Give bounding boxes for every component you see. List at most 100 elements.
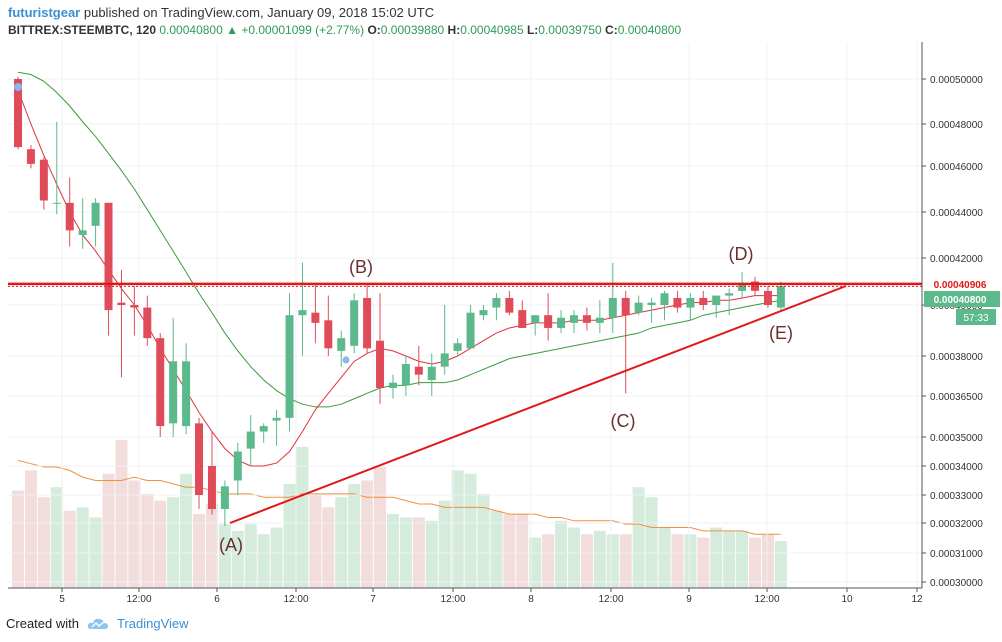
volume-bar	[12, 490, 24, 588]
volume-bar	[128, 480, 141, 588]
candle-body	[712, 295, 721, 305]
volume-ma-line	[17, 459, 781, 535]
volume-bar	[438, 500, 451, 588]
volume-bar	[361, 480, 374, 588]
open-label: O:	[367, 23, 381, 37]
candle-body	[65, 202, 74, 231]
candle-body	[259, 426, 268, 432]
price-tick-label: 0.00044000	[930, 208, 983, 219]
candle-body	[182, 361, 191, 427]
time-tick-label: 12:00	[754, 594, 779, 605]
price-tick-label: 0.00030000	[930, 578, 983, 589]
volume-bar	[645, 497, 658, 588]
candle-body	[324, 320, 333, 349]
volume-bar	[567, 527, 580, 588]
support-trendline	[229, 285, 847, 524]
volume-bar	[348, 483, 361, 588]
resistance-price-badge-bg	[924, 276, 1000, 292]
candle-body	[738, 283, 747, 291]
volume-bar	[593, 530, 606, 588]
volume-bar	[516, 514, 529, 588]
time-tick-label: 12:00	[598, 594, 623, 605]
last-price-badge-bg	[924, 291, 1000, 307]
price-tick-label: 0.00038000	[930, 352, 983, 363]
tradingview-link[interactable]: TradingView	[116, 616, 189, 631]
volume-bar	[386, 514, 399, 588]
candle-body	[401, 364, 410, 386]
volume-bar	[477, 493, 490, 588]
tradingview-cloud-icon	[87, 618, 108, 629]
candle-body	[569, 315, 578, 323]
axes: 0.00050000 0.00048000 0.00046000 0.00044000…	[8, 42, 1000, 605]
candle-body	[751, 281, 760, 291]
volume-bar	[503, 514, 516, 588]
volume-bar	[425, 520, 438, 588]
annotation-label: (E)	[769, 323, 793, 343]
volume-bar	[63, 510, 76, 588]
volume-bar	[24, 470, 37, 588]
volume-bar	[218, 524, 231, 588]
price-tick-label: 0.00033000	[930, 491, 983, 502]
price-tick-label: 0.00050000	[930, 75, 983, 86]
drawing-anchor-mid	[342, 356, 350, 364]
candle-body	[350, 300, 359, 346]
countdown-badge: 57:33	[963, 313, 988, 324]
candle-body	[660, 293, 669, 305]
volume-bar	[542, 534, 555, 588]
candle-body	[363, 297, 372, 349]
candle-body	[621, 297, 630, 316]
open-value: 0.00039880	[380, 23, 445, 37]
volume-bar	[283, 483, 296, 588]
volume-bar	[205, 504, 218, 588]
volume-bar	[658, 527, 671, 588]
candle-body	[686, 297, 695, 308]
candle-body	[763, 290, 772, 305]
candle-body	[466, 312, 475, 349]
countdown-badge-bg	[956, 309, 996, 325]
candle-body	[440, 353, 449, 367]
volume-bar	[296, 446, 309, 588]
time-tick-label: 5	[59, 594, 65, 605]
volume-bar	[490, 510, 503, 588]
candle-body	[78, 230, 87, 235]
symbol-label: BITTREX:STEEMBTC, 120	[8, 23, 157, 37]
last-price: 0.00040800	[159, 23, 223, 37]
volume-bar	[309, 493, 322, 588]
candle-body	[272, 417, 281, 421]
candle-body	[479, 310, 488, 316]
ma-slow-line	[17, 71, 781, 408]
volume-bar	[697, 537, 710, 588]
candle-body	[414, 366, 423, 375]
annotation-label: (B)	[349, 257, 373, 277]
candle-body	[492, 297, 501, 308]
volume-bar	[723, 530, 736, 588]
candle-body	[376, 340, 385, 388]
volume-bar	[76, 507, 89, 588]
volume-bar	[193, 514, 206, 588]
candle-body	[207, 466, 216, 509]
candle-body	[104, 202, 113, 311]
price-tick-label: 0.00048000	[930, 120, 983, 131]
candles	[14, 76, 785, 526]
candle-body	[91, 202, 100, 226]
candle-body	[608, 297, 617, 318]
candle-body	[156, 338, 165, 427]
time-tick-label: 12:00	[283, 594, 308, 605]
drawing-anchor-start	[14, 83, 22, 91]
candle-body	[233, 451, 242, 481]
candle-body	[427, 366, 436, 380]
author-name[interactable]: futuristgear	[8, 5, 81, 20]
candle-body	[505, 297, 514, 313]
annotations: (A) (B) (C) (D) (E)	[219, 244, 793, 555]
candle-body	[647, 302, 656, 305]
grid	[8, 42, 922, 588]
candle-body	[337, 338, 346, 351]
time-tick-label: 10	[841, 594, 853, 605]
candle-body	[169, 361, 178, 424]
volume-bar	[684, 534, 697, 588]
volume-bar	[180, 473, 193, 588]
volume-bar	[322, 507, 335, 588]
last-price-badge: 0.00040800	[934, 295, 987, 306]
volume-bar	[774, 540, 787, 588]
